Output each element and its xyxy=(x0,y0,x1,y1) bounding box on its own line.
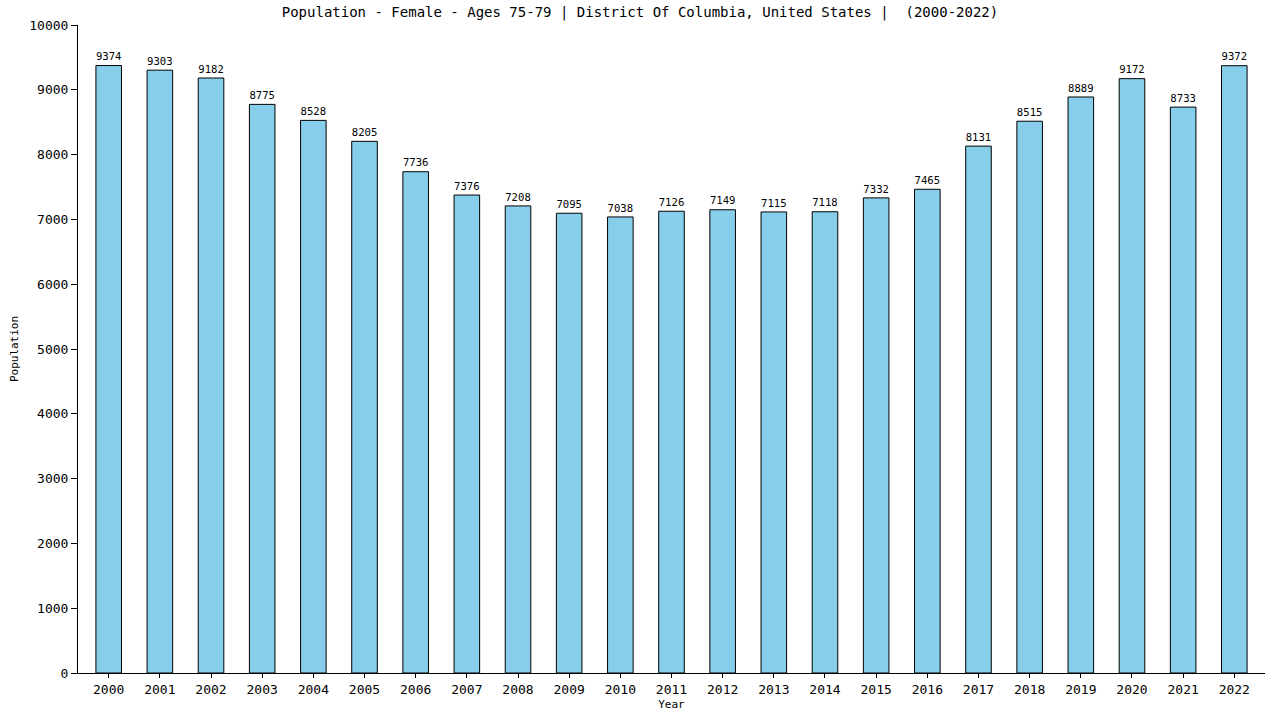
svg-text:2008: 2008 xyxy=(502,682,533,697)
svg-text:2018: 2018 xyxy=(1014,682,1045,697)
svg-text:7376: 7376 xyxy=(454,180,480,193)
svg-text:2011: 2011 xyxy=(656,682,687,697)
svg-text:10000: 10000 xyxy=(29,18,68,33)
svg-text:2012: 2012 xyxy=(707,682,738,697)
svg-text:2015: 2015 xyxy=(861,682,892,697)
svg-text:7465: 7465 xyxy=(915,174,941,187)
svg-text:2021: 2021 xyxy=(1167,682,1198,697)
svg-text:2017: 2017 xyxy=(963,682,994,697)
svg-text:7118: 7118 xyxy=(812,196,838,209)
svg-text:2016: 2016 xyxy=(912,682,943,697)
svg-text:1000: 1000 xyxy=(37,601,68,616)
svg-text:Population - Female - Ages 75-: Population - Female - Ages 75-79 | Distr… xyxy=(282,4,998,21)
svg-text:7149: 7149 xyxy=(710,194,736,207)
svg-text:5000: 5000 xyxy=(37,342,68,357)
svg-text:7000: 7000 xyxy=(37,212,68,227)
svg-text:Year: Year xyxy=(658,698,685,711)
svg-text:2010: 2010 xyxy=(605,682,636,697)
svg-text:8733: 8733 xyxy=(1170,92,1196,105)
svg-text:2005: 2005 xyxy=(349,682,380,697)
svg-text:8528: 8528 xyxy=(301,105,327,118)
svg-text:9172: 9172 xyxy=(1119,63,1145,76)
svg-text:8131: 8131 xyxy=(966,131,992,144)
svg-text:8889: 8889 xyxy=(1068,82,1094,95)
svg-text:2000: 2000 xyxy=(93,682,124,697)
svg-text:6000: 6000 xyxy=(37,277,68,292)
svg-text:2003: 2003 xyxy=(247,682,278,697)
svg-text:2009: 2009 xyxy=(554,682,585,697)
svg-text:2001: 2001 xyxy=(144,682,175,697)
svg-text:8515: 8515 xyxy=(1017,106,1043,119)
svg-text:9000: 9000 xyxy=(37,82,68,97)
svg-text:8205: 8205 xyxy=(352,126,378,139)
svg-text:2019: 2019 xyxy=(1065,682,1096,697)
svg-text:0: 0 xyxy=(61,666,69,681)
svg-text:2007: 2007 xyxy=(451,682,482,697)
svg-text:9303: 9303 xyxy=(147,55,173,68)
svg-text:9374: 9374 xyxy=(96,50,122,63)
svg-text:2006: 2006 xyxy=(400,682,431,697)
svg-text:7736: 7736 xyxy=(403,156,429,169)
svg-text:9372: 9372 xyxy=(1222,50,1248,63)
svg-text:2002: 2002 xyxy=(195,682,226,697)
svg-text:2000: 2000 xyxy=(37,536,68,551)
svg-text:2022: 2022 xyxy=(1219,682,1250,697)
svg-text:7208: 7208 xyxy=(505,191,531,204)
svg-text:8775: 8775 xyxy=(249,89,275,102)
svg-text:2013: 2013 xyxy=(758,682,789,697)
svg-text:2014: 2014 xyxy=(809,682,840,697)
svg-text:2004: 2004 xyxy=(298,682,329,697)
svg-text:7038: 7038 xyxy=(608,202,634,215)
svg-text:9182: 9182 xyxy=(198,63,224,76)
svg-text:4000: 4000 xyxy=(37,406,68,421)
svg-text:2020: 2020 xyxy=(1116,682,1147,697)
svg-text:8000: 8000 xyxy=(37,147,68,162)
svg-text:Population: Population xyxy=(8,316,21,382)
svg-text:3000: 3000 xyxy=(37,471,68,486)
svg-text:7115: 7115 xyxy=(761,197,787,210)
svg-text:7126: 7126 xyxy=(659,196,685,209)
svg-text:7095: 7095 xyxy=(556,198,582,211)
svg-text:7332: 7332 xyxy=(863,183,889,196)
